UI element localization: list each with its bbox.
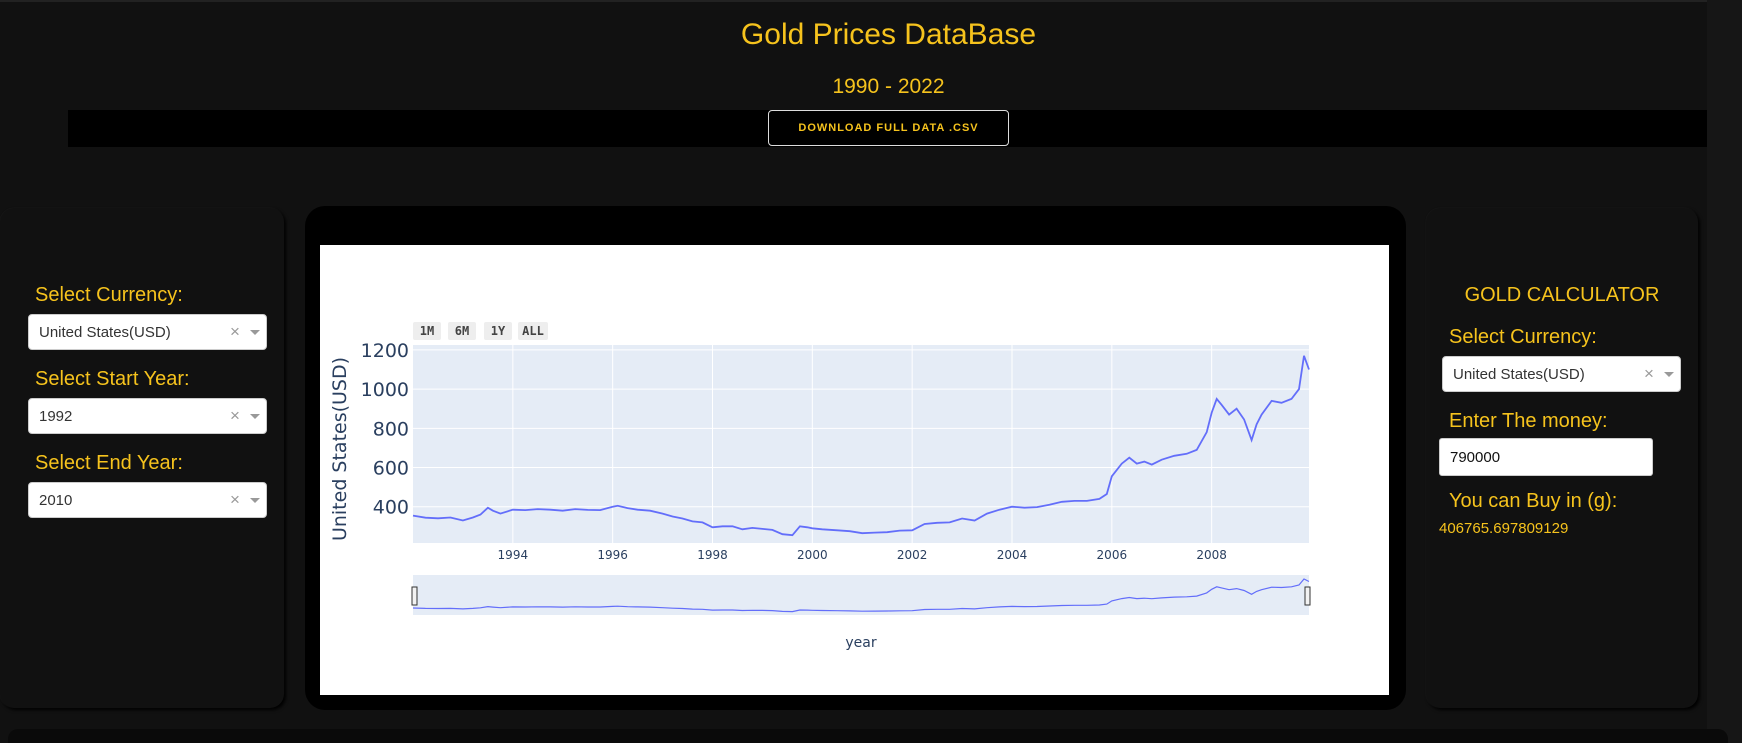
range-slider-right-handle[interactable]: [1304, 586, 1311, 606]
money-input[interactable]: [1439, 438, 1653, 476]
y-tick-label: 400: [373, 497, 409, 519]
range-button-1y[interactable]: 1Y: [484, 322, 512, 340]
x-axis-label: year: [845, 635, 876, 651]
calc-currency-dropdown[interactable]: United States(USD) ×: [1442, 356, 1681, 392]
clear-icon[interactable]: ×: [230, 406, 240, 425]
y-axis-label: United States(USD): [329, 357, 351, 541]
next-section-edge: [8, 729, 1728, 743]
currency-dropdown[interactable]: United States(USD) ×: [28, 314, 267, 350]
x-tick-label: 2000: [797, 548, 828, 562]
calculator-title: GOLD CALCULATOR: [1464, 284, 1660, 306]
calc-currency-value: United States(USD): [1453, 365, 1585, 383]
money-label: Enter The money:: [1449, 410, 1608, 432]
currency-dropdown-value: United States(USD): [39, 323, 171, 341]
plot-background: [413, 345, 1309, 543]
x-tick-label: 2008: [1196, 548, 1227, 562]
start-year-value: 1992: [39, 407, 73, 425]
y-tick-label: 600: [373, 458, 409, 480]
chevron-down-icon[interactable]: [1658, 371, 1680, 377]
y-tick-label: 1000: [361, 379, 409, 401]
filters-panel: [0, 208, 284, 708]
price-chart[interactable]: 1994 1996 1998 2000 2002 2004 2006 2008 400 600 80…: [320, 245, 1389, 695]
range-button-1m[interactable]: 1M: [413, 322, 441, 340]
result-label: You can Buy in (g):: [1449, 490, 1618, 512]
chevron-down-icon[interactable]: [244, 329, 266, 335]
page-scrollbar-track[interactable]: [1707, 0, 1742, 743]
download-csv-button[interactable]: DOWNLOAD FULL DATA .CSV: [768, 110, 1009, 146]
clear-icon[interactable]: ×: [230, 490, 240, 509]
chevron-down-icon[interactable]: [244, 497, 266, 503]
clear-icon[interactable]: ×: [230, 322, 240, 341]
range-button-6m[interactable]: 6M: [448, 322, 476, 340]
range-button-all[interactable]: ALL: [518, 322, 548, 340]
range-slider-line: [412, 578, 1310, 613]
start-year-dropdown[interactable]: 1992 ×: [28, 398, 267, 434]
end-year-dropdown[interactable]: 2010 ×: [28, 482, 267, 518]
chart-canvas[interactable]: 1994 1996 1998 2000 2002 2004 2006 2008 400 600 80…: [320, 245, 1389, 695]
result-value: 406765.697809129: [1439, 520, 1569, 537]
x-tick-label: 1998: [697, 548, 728, 562]
price-series-line[interactable]: [412, 355, 1310, 537]
currency-label: Select Currency:: [35, 284, 183, 306]
clear-icon[interactable]: ×: [1644, 364, 1654, 383]
y-tick-label: 1200: [361, 340, 409, 362]
x-tick-label: 2002: [897, 548, 928, 562]
chevron-down-icon[interactable]: [244, 413, 266, 419]
range-slider-left-handle[interactable]: [411, 586, 418, 606]
x-tick-label: 1994: [498, 548, 529, 562]
end-year-value: 2010: [39, 491, 73, 509]
x-tick-label: 1996: [597, 548, 628, 562]
window-top-border: [0, 0, 1707, 2]
chart-svg[interactable]: 1994 1996 1998 2000 2002 2004 2006 2008 400 600 80…: [320, 245, 1389, 695]
x-tick-label: 2006: [1097, 548, 1128, 562]
page-subtitle: 1990 - 2022: [832, 75, 945, 98]
start-year-label: Select Start Year:: [35, 368, 190, 390]
page-title: Gold Prices DataBase: [740, 18, 1037, 51]
range-slider-background[interactable]: [413, 575, 1309, 615]
x-tick-label: 2004: [997, 548, 1028, 562]
y-tick-label: 800: [373, 418, 409, 440]
calc-currency-label: Select Currency:: [1449, 326, 1597, 348]
end-year-label: Select End Year:: [35, 452, 183, 474]
